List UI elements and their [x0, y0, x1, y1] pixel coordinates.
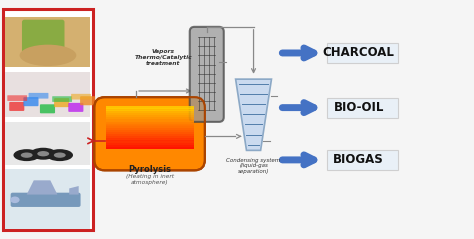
FancyBboxPatch shape [106, 136, 193, 139]
FancyBboxPatch shape [106, 113, 193, 115]
FancyBboxPatch shape [28, 93, 48, 99]
FancyBboxPatch shape [106, 110, 193, 113]
FancyBboxPatch shape [190, 27, 224, 122]
Ellipse shape [54, 152, 66, 158]
Ellipse shape [21, 152, 33, 158]
Polygon shape [236, 79, 272, 150]
Ellipse shape [13, 149, 40, 161]
Ellipse shape [46, 149, 73, 161]
Text: Pyrolysis: Pyrolysis [128, 165, 171, 174]
Text: BIOGAS: BIOGAS [333, 153, 384, 166]
Polygon shape [69, 186, 79, 195]
FancyBboxPatch shape [40, 104, 55, 113]
FancyBboxPatch shape [327, 43, 398, 63]
FancyBboxPatch shape [327, 98, 398, 118]
FancyBboxPatch shape [106, 121, 193, 124]
FancyBboxPatch shape [106, 119, 193, 122]
FancyBboxPatch shape [106, 147, 193, 149]
FancyBboxPatch shape [106, 125, 193, 128]
FancyBboxPatch shape [10, 193, 81, 207]
Text: Vapors
Thermo/Catalytic
treatment: Vapors Thermo/Catalytic treatment [135, 49, 192, 65]
FancyBboxPatch shape [106, 108, 193, 111]
FancyBboxPatch shape [106, 123, 193, 126]
FancyBboxPatch shape [22, 20, 64, 53]
FancyBboxPatch shape [9, 102, 24, 111]
FancyBboxPatch shape [71, 94, 91, 99]
Text: (Heating in inert
atmosphere): (Heating in inert atmosphere) [126, 174, 173, 185]
Ellipse shape [19, 45, 76, 66]
FancyBboxPatch shape [106, 106, 193, 109]
FancyBboxPatch shape [106, 134, 193, 137]
FancyBboxPatch shape [68, 103, 83, 112]
FancyBboxPatch shape [94, 97, 205, 170]
FancyBboxPatch shape [5, 72, 91, 117]
FancyBboxPatch shape [5, 169, 91, 229]
FancyBboxPatch shape [52, 96, 72, 102]
FancyBboxPatch shape [80, 96, 95, 105]
FancyBboxPatch shape [5, 17, 91, 67]
Text: BIO-OIL: BIO-OIL [334, 101, 384, 114]
FancyBboxPatch shape [106, 132, 193, 135]
FancyBboxPatch shape [106, 128, 193, 130]
FancyBboxPatch shape [327, 150, 398, 170]
FancyBboxPatch shape [106, 145, 193, 147]
Ellipse shape [37, 151, 49, 156]
FancyBboxPatch shape [106, 117, 193, 120]
Text: CHARCOAL: CHARCOAL [323, 46, 395, 60]
FancyBboxPatch shape [106, 115, 193, 117]
FancyBboxPatch shape [106, 130, 193, 132]
FancyBboxPatch shape [5, 122, 91, 165]
FancyBboxPatch shape [106, 142, 193, 145]
FancyBboxPatch shape [106, 138, 193, 141]
Text: Condensing system
(liquid-gas
separation): Condensing system (liquid-gas separation… [227, 158, 281, 174]
Polygon shape [27, 180, 57, 195]
FancyBboxPatch shape [23, 97, 38, 106]
FancyBboxPatch shape [106, 140, 193, 143]
FancyBboxPatch shape [7, 95, 27, 101]
FancyBboxPatch shape [54, 98, 69, 107]
FancyBboxPatch shape [3, 9, 93, 230]
Ellipse shape [10, 196, 19, 203]
Ellipse shape [30, 148, 56, 160]
